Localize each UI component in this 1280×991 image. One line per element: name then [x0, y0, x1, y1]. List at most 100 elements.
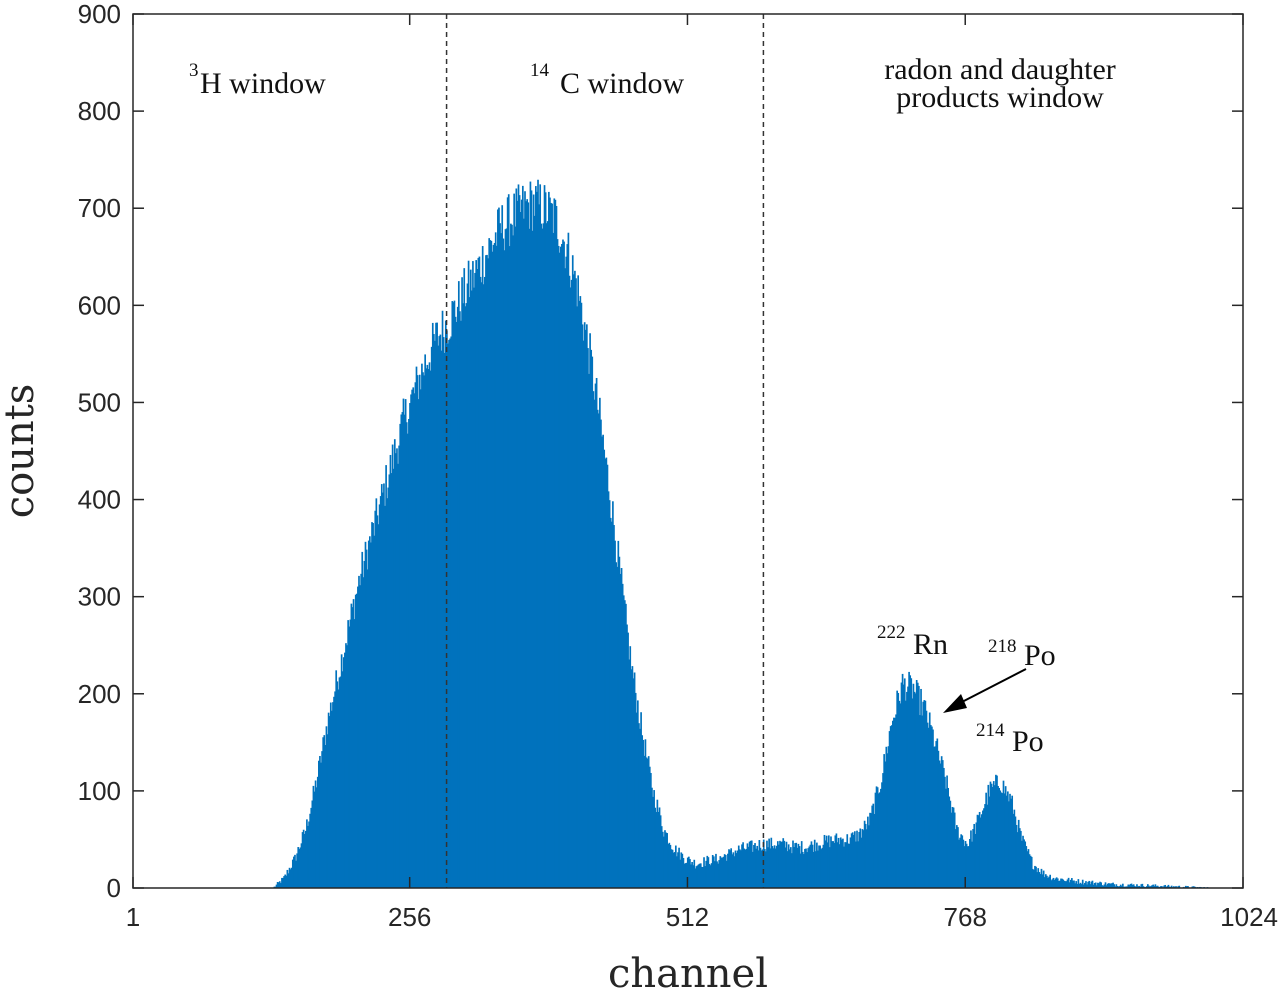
- histogram-bar: [846, 834, 849, 888]
- histogram-bar: [615, 562, 617, 888]
- histogram-bar: [800, 841, 803, 888]
- histogram-bar: [814, 851, 817, 888]
- histogram-bar: [609, 517, 612, 888]
- histogram-bar: [501, 205, 504, 888]
- histogram-bar: [701, 866, 703, 888]
- histogram-bar: [1035, 866, 1037, 888]
- histogram-bar: [750, 840, 753, 888]
- histogram-bar: [332, 702, 334, 888]
- histogram-bar: [651, 787, 653, 888]
- histogram-bar: [1126, 886, 1129, 888]
- histogram-bar: [969, 838, 971, 888]
- histogram-bar: [727, 853, 729, 888]
- histogram-bar: [304, 830, 307, 888]
- histogram-bar: [794, 843, 797, 888]
- histogram-bar: [473, 287, 475, 889]
- histogram-bar: [670, 849, 673, 888]
- histogram-bar: [457, 281, 460, 888]
- histogram-bar: [353, 619, 356, 888]
- histogram-bar: [485, 255, 487, 888]
- histogram-bar: [946, 775, 948, 888]
- histogram-bar: [806, 852, 808, 888]
- histogram-bar: [799, 853, 802, 888]
- histogram-bar: [1150, 885, 1152, 888]
- histogram-bar: [1163, 885, 1165, 888]
- histogram-bar: [1092, 884, 1095, 888]
- histogram-bar: [1030, 856, 1033, 888]
- histogram-bar: [306, 819, 308, 888]
- histogram-bar: [355, 593, 358, 888]
- histogram-bar: [528, 228, 531, 889]
- histogram-bar: [1177, 886, 1180, 888]
- histogram-bar: [594, 383, 597, 888]
- histogram-bar: [745, 848, 748, 888]
- histogram-bar: [754, 843, 756, 888]
- histogram-bar: [1120, 885, 1123, 888]
- histogram-bar: [1031, 868, 1034, 888]
- histogram-bar: [451, 301, 454, 888]
- histogram-bar: [782, 838, 785, 888]
- histogram-bar: [837, 837, 840, 888]
- histogram-bar: [927, 727, 930, 888]
- histogram-bar: [426, 364, 429, 888]
- histogram-bar: [448, 339, 450, 888]
- histogram-bar: [716, 861, 718, 888]
- histogram-bar: [466, 283, 469, 888]
- histogram-bar: [527, 202, 530, 888]
- histogram-bar: [1041, 874, 1044, 888]
- histogram-bar: [1042, 870, 1045, 888]
- histogram-bar: [786, 851, 789, 888]
- histogram-bar: [664, 830, 666, 888]
- histogram-bar: [567, 232, 570, 888]
- histogram-bar: [327, 712, 330, 888]
- histogram-bar: [537, 179, 539, 888]
- histogram-bar: [587, 348, 589, 888]
- histogram-bar: [495, 245, 498, 888]
- histogram-bar: [885, 746, 888, 888]
- histogram-bar: [642, 739, 645, 888]
- histogram-bar: [612, 501, 614, 888]
- histogram-bar: [1088, 880, 1091, 888]
- histogram-bar: [992, 781, 995, 888]
- histogram-bar: [1061, 878, 1063, 888]
- histogram-bar: [851, 832, 854, 888]
- histogram-bar: [876, 787, 879, 888]
- histogram-bar: [944, 776, 946, 888]
- histogram-bar: [990, 783, 993, 888]
- histogram-bar: [625, 603, 627, 888]
- histogram-bar: [386, 498, 389, 888]
- histogram-bar: [549, 197, 551, 888]
- histogram-bar: [347, 620, 349, 888]
- histogram-bar: [644, 739, 647, 888]
- histogram-bar: [1055, 877, 1058, 888]
- histogram-bar: [929, 725, 932, 888]
- histogram-bar: [294, 854, 296, 888]
- histogram-bar: [788, 849, 791, 888]
- histogram-bar: [967, 846, 970, 888]
- po214-peak-label-sup: 214: [976, 720, 1005, 741]
- histogram-bar: [422, 372, 424, 888]
- histogram-bar: [628, 659, 630, 888]
- histogram-bar: [576, 306, 578, 888]
- histogram-bar: [1027, 849, 1030, 888]
- histogram-bar: [299, 847, 302, 888]
- y-tick-label: 400: [78, 485, 121, 515]
- histogram-bar: [602, 434, 604, 888]
- histogram-bar: [849, 837, 852, 888]
- histogram-bar: [1106, 883, 1109, 888]
- histogram-bar: [354, 594, 357, 888]
- histogram-bar: [655, 812, 658, 888]
- histogram-bar: [861, 829, 864, 888]
- histogram-bar: [526, 199, 529, 888]
- histogram-bar: [395, 453, 397, 888]
- histogram-bar: [580, 302, 583, 888]
- histogram-bar: [387, 487, 390, 888]
- histogram-bar: [329, 702, 332, 888]
- histogram-bar: [725, 860, 728, 888]
- histogram-bar: [424, 354, 427, 888]
- histogram-bar: [845, 842, 848, 888]
- histogram-bar: [423, 375, 425, 888]
- histogram-bar: [385, 465, 387, 888]
- histogram-bar: [366, 569, 369, 888]
- histogram-bar: [934, 746, 936, 888]
